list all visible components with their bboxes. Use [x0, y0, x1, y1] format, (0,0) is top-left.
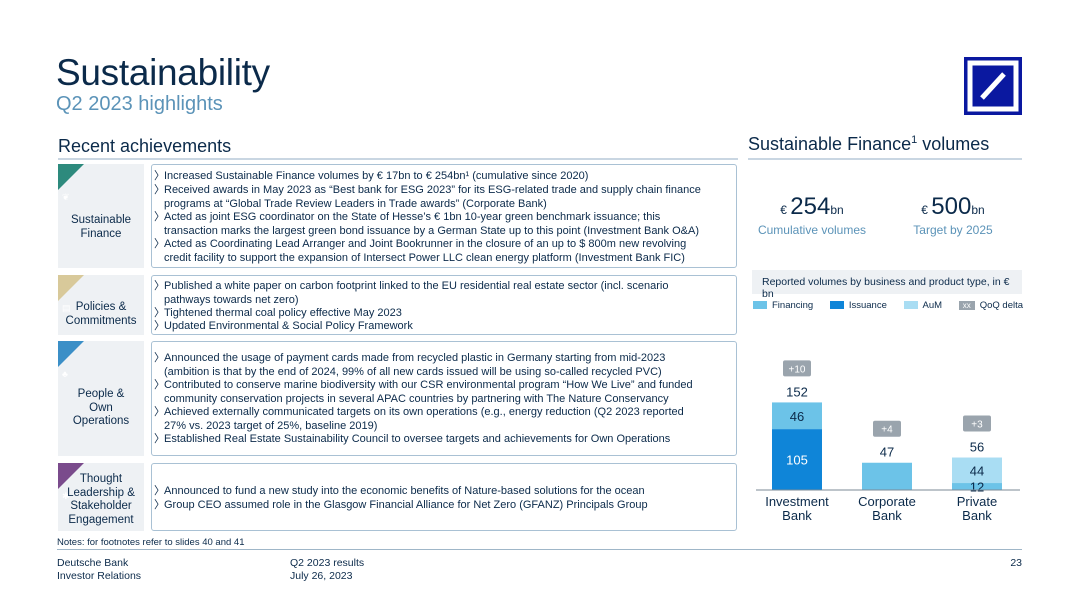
total-label: 152 [786, 384, 808, 399]
qoq-delta-badge [873, 420, 901, 437]
segment-value-label: 105 [786, 453, 808, 468]
bullet-item: 〉 Established Real Estate Sustainability… [154, 433, 671, 445]
page-title: Sustainability [56, 52, 270, 93]
category-label: Investment Bank [765, 494, 829, 523]
bullet-item: 〉 Tightened thermal coal policy effectiv… [154, 307, 402, 319]
category-label: Corporate Bank [858, 494, 916, 523]
qoq-delta-badge [963, 415, 991, 432]
chart-header: Reported volumes by business and product… [752, 270, 1022, 300]
category-label: People & [77, 388, 125, 400]
category-label: Sustainable [70, 214, 132, 226]
segment-value-label: 46 [790, 409, 804, 424]
volumes-bar-chart: 152 +10 Investment Bank 47 +4 Corporate Bank 56 +… [756, 360, 1020, 523]
category-thought-leadership: ✱ Thought Leadership & Stakeholder Engag… [58, 463, 144, 531]
category-label: Thought [79, 473, 123, 485]
segment-value-label: 12 [970, 480, 984, 495]
bullet-item: 〉 Announced to fund a new study into the… [154, 485, 645, 497]
people-icon: ♣ [58, 341, 84, 379]
recent-achievements-heading: Recent achievements [58, 136, 232, 156]
bullet-item: 〉 Received awards in May 2023 as “Best b… [154, 184, 701, 210]
kpi-target-2025: € 500bn Target by 2025 [913, 193, 993, 237]
bullet-item: 〉 Published a white paper on carbon foot… [154, 280, 669, 306]
page-number: 23 [1010, 557, 1022, 569]
qoq-delta-label: +10 [789, 364, 806, 375]
category-label: Commitments [65, 314, 137, 327]
category-label: Finance [80, 227, 122, 240]
leaf-icon: ❦ [58, 164, 84, 202]
chart-legend: Financing Issuance AuM xx QoQ delta [753, 300, 1023, 311]
qoq-delta-label: +3 [971, 420, 983, 431]
bar-segment [772, 402, 822, 430]
achievement-box-thought-leadership: 〉 Announced to fund a new study into the… [151, 463, 737, 531]
category-sustainable-finance: ❦ Sustainable Finance [58, 164, 144, 268]
divider [58, 158, 738, 160]
achievement-box-people: 〉 Announced the usage of payment cards m… [151, 341, 737, 456]
category-policies-commitments: ▤ Policies & Commitments [58, 275, 144, 335]
bullet-item: 〉 Acted as joint ESG coordinator on the … [154, 211, 699, 237]
bullet-item: 〉 Announced the usage of payment cards m… [154, 352, 666, 378]
category-people-own-operations: ♣ People & Own Operations [58, 341, 144, 456]
deutsche-bank-logo [964, 57, 1022, 115]
total-label: 56 [970, 440, 984, 455]
bar-segment [952, 457, 1002, 484]
bar-segment [772, 429, 822, 490]
document-icon: ▤ [58, 275, 84, 313]
category-label: Stakeholder [70, 500, 132, 512]
category-label: Leadership & [67, 486, 135, 499]
footer-report: Q2 2023 results July 26, 2023 [290, 557, 365, 582]
achievement-box-sustainable-finance: 〉 Increased Sustainable Finance volumes … [151, 164, 737, 268]
qoq-delta-label: +4 [881, 425, 893, 436]
achievement-box-policies: 〉 Published a white paper on carbon foot… [151, 275, 737, 335]
kpi-cumulative-volumes: € 254bn Cumulative volumes [757, 193, 867, 237]
footer-company: Deutsche Bank Investor Relations [57, 557, 142, 582]
legend-item-financing: Financing [753, 300, 813, 311]
bar-segment [952, 483, 1002, 490]
legend-item-issuance: Issuance [829, 300, 887, 311]
bullet-item: 〉 Achieved externally communicated targe… [154, 406, 684, 432]
bar-segment [862, 462, 912, 490]
divider [748, 158, 1022, 160]
sustainable-finance-heading: Sustainable Finance1 volumes [748, 134, 990, 154]
lightbulb-icon: ✱ [58, 463, 84, 501]
category-label: Own [89, 401, 113, 414]
bullet-item: 〉 Acted as Coordinating Lead Arranger an… [154, 238, 687, 264]
footnote: Notes: for footnotes refer to slides 40 … [57, 537, 245, 548]
page-subtitle: Q2 2023 highlights [56, 93, 223, 115]
qoq-delta-badge [783, 360, 811, 377]
legend-item-aum: AuM [903, 300, 942, 311]
category-label: Private Bank [957, 494, 997, 523]
legend-item-qoq-delta: xx QoQ delta [958, 300, 1023, 311]
segment-value-label: 44 [970, 463, 984, 478]
category-label: Operations [72, 415, 130, 427]
bullet-item: 〉 Updated Environmental & Social Policy … [154, 320, 413, 332]
category-label: Engagement [68, 513, 134, 526]
category-label: Policies & [75, 301, 127, 313]
total-label: 47 [880, 445, 894, 460]
bullet-item: 〉 Contributed to conserve marine biodive… [154, 379, 693, 405]
footer-divider [57, 549, 1022, 550]
bullet-item: 〉 Group CEO assumed role in the Glasgow … [154, 499, 648, 511]
bullet-item: 〉 Increased Sustainable Finance volumes … [154, 170, 589, 182]
